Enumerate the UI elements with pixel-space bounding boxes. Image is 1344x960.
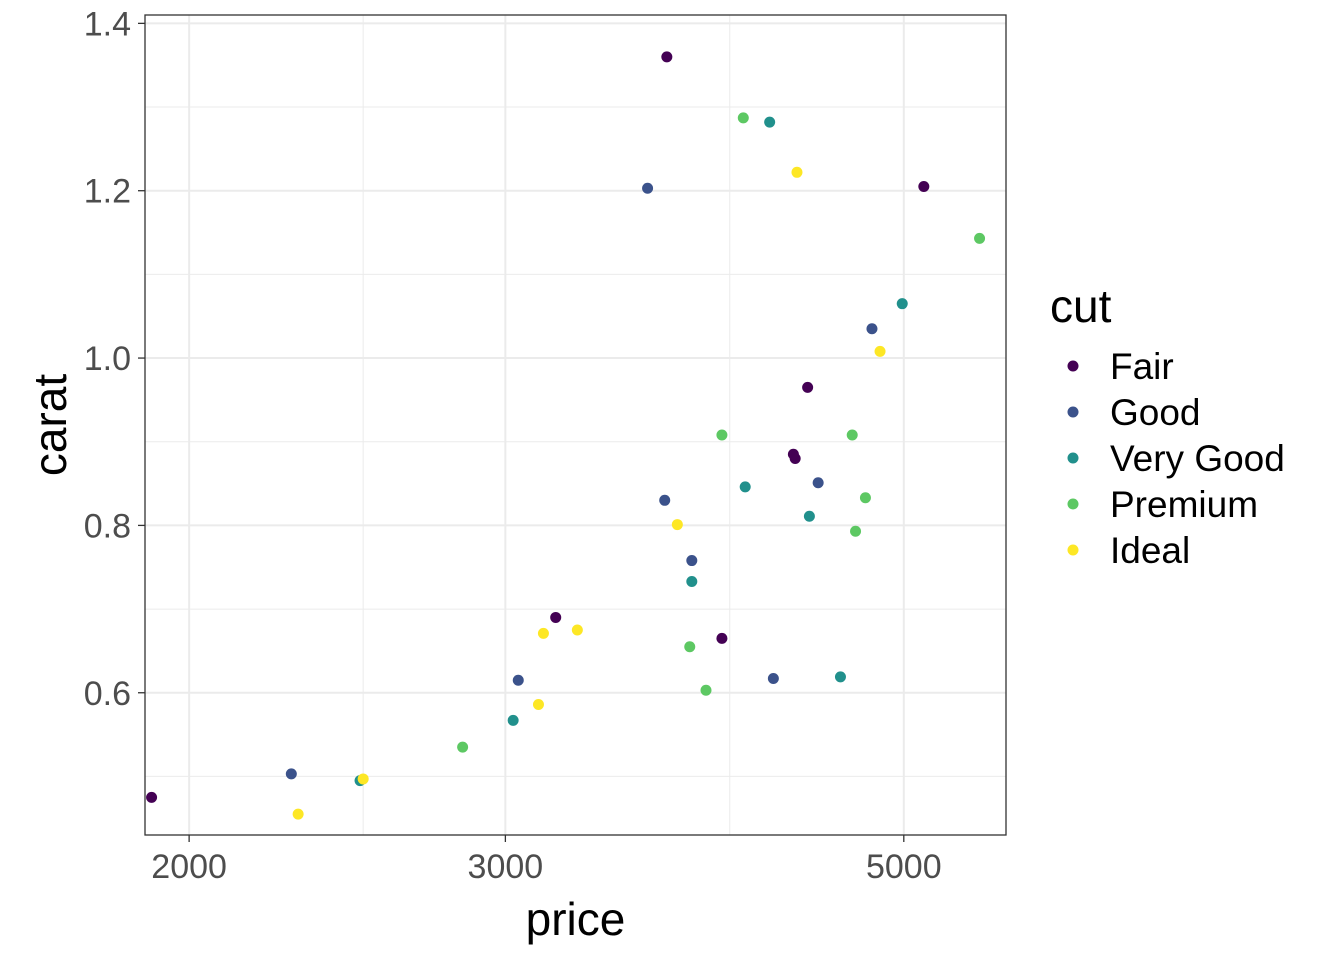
y-tick-label: 1.4 — [84, 5, 131, 43]
data-point — [671, 519, 683, 531]
plot-panel — [144, 14, 1007, 836]
y-tick-label: 0.8 — [84, 507, 131, 545]
data-point — [507, 714, 519, 726]
x-axis: 2000 3000 5000 — [151, 835, 942, 886]
data-point — [642, 182, 654, 194]
y-tick-label: 0.6 — [84, 675, 131, 713]
data-point — [661, 51, 673, 63]
data-point — [764, 116, 776, 128]
legend-entries: Fair Good Very Good Premium Ideal — [1067, 346, 1285, 571]
data-point — [686, 555, 698, 567]
data-point — [787, 448, 799, 460]
legend-label: Good — [1110, 392, 1201, 433]
panel-background — [145, 15, 1006, 835]
y-tick-label: 1.0 — [84, 340, 131, 378]
y-axis: 0.6 0.8 1.0 1.2 1.4 — [84, 5, 145, 713]
data-point — [571, 624, 583, 636]
data-point — [739, 481, 751, 493]
data-point — [512, 674, 524, 686]
data-point — [803, 510, 815, 522]
data-point — [716, 429, 728, 441]
data-point — [357, 773, 369, 785]
legend-label: Premium — [1110, 484, 1258, 525]
data-point — [659, 494, 671, 506]
data-point — [812, 477, 824, 489]
data-point — [146, 791, 158, 803]
data-point — [791, 166, 803, 178]
data-point — [802, 381, 814, 393]
data-point — [834, 671, 846, 683]
data-point — [716, 632, 728, 644]
data-point — [457, 741, 469, 753]
data-point — [874, 345, 886, 357]
x-axis-title: price — [526, 893, 626, 945]
data-point — [974, 232, 986, 244]
data-points — [146, 51, 986, 820]
data-point — [918, 181, 930, 193]
legend-key — [1067, 360, 1079, 372]
data-point — [532, 698, 544, 710]
x-tick-label: 3000 — [468, 848, 544, 886]
data-point — [550, 611, 562, 623]
data-point — [896, 298, 908, 310]
data-point — [859, 492, 871, 504]
y-axis-title: carat — [24, 374, 76, 476]
data-point — [292, 808, 304, 820]
legend-key — [1067, 544, 1079, 556]
major-gridlines — [145, 15, 1006, 835]
panel-border — [144, 14, 1007, 836]
x-tick-label: 2000 — [151, 848, 227, 886]
data-point — [737, 112, 749, 124]
data-point — [866, 323, 878, 335]
data-point — [684, 641, 696, 653]
legend: cut Fair Good Very Good Premium Ideal — [1050, 280, 1285, 571]
legend-label: Fair — [1110, 346, 1174, 387]
data-point — [686, 575, 698, 587]
data-point — [285, 768, 297, 780]
legend-label: Ideal — [1110, 530, 1190, 571]
data-point — [850, 525, 862, 537]
x-tick-label: 5000 — [866, 848, 942, 886]
data-point — [846, 429, 858, 441]
data-point — [537, 627, 549, 639]
y-tick-label: 1.2 — [84, 173, 131, 211]
legend-key — [1067, 452, 1079, 464]
legend-label: Very Good — [1110, 438, 1285, 479]
data-point — [767, 673, 779, 685]
legend-key — [1067, 406, 1079, 418]
data-point — [700, 684, 712, 696]
legend-key — [1067, 498, 1079, 510]
legend-title: cut — [1050, 280, 1112, 332]
